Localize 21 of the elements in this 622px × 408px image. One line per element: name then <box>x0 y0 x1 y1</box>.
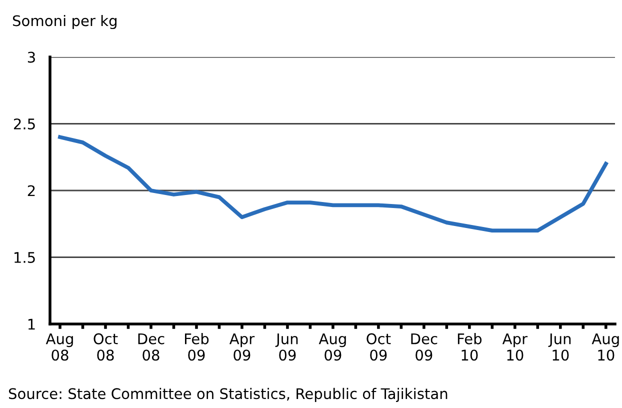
x-tick-label: Jun 09 <box>275 333 298 361</box>
source-note: Source: State Committee on Statistics, Republic of Tajikistan <box>8 388 448 402</box>
x-tick-label: Aug 08 <box>46 333 73 361</box>
x-tick-label: Apr 10 <box>502 333 528 361</box>
y-tick-label: 2 <box>28 185 35 196</box>
x-tick-label: Oct 09 <box>366 333 391 361</box>
x-tick-label: Aug 10 <box>592 333 619 361</box>
y-tick-label: 1.5 <box>14 252 35 263</box>
y-axis-title: Somoni per kg <box>12 14 116 30</box>
y-tick-label: 1 <box>28 318 35 330</box>
x-tick-label: Jun 10 <box>548 333 571 361</box>
x-tick-label: Dec 09 <box>411 333 438 361</box>
line-series <box>58 135 608 232</box>
x-tick-label: Dec 08 <box>138 333 164 361</box>
y-tick-label: 2.5 <box>14 118 35 130</box>
x-tick-label: Apr 09 <box>229 333 255 361</box>
x-tick-label: Feb 09 <box>185 333 209 361</box>
y-tick-label: 3 <box>28 52 35 63</box>
x-tick-label: Feb 10 <box>458 333 482 361</box>
x-tick-label: Aug 09 <box>318 333 346 361</box>
x-tick-label: Oct 08 <box>94 333 118 361</box>
